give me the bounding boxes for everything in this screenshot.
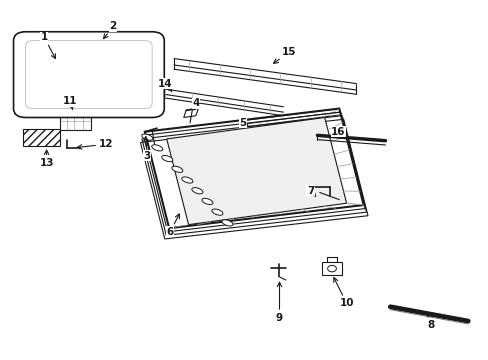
Text: 5: 5	[239, 118, 248, 128]
Text: 16: 16	[330, 127, 345, 138]
Text: 3: 3	[143, 136, 151, 161]
Text: 1: 1	[41, 32, 55, 59]
Text: 12: 12	[77, 139, 113, 149]
Polygon shape	[60, 113, 91, 130]
Ellipse shape	[151, 145, 163, 151]
Ellipse shape	[327, 265, 336, 272]
Polygon shape	[166, 117, 346, 225]
Text: 11: 11	[63, 96, 78, 110]
Text: 14: 14	[158, 78, 172, 91]
Ellipse shape	[222, 220, 233, 226]
Polygon shape	[144, 109, 363, 228]
Text: 6: 6	[166, 214, 179, 237]
Ellipse shape	[202, 198, 212, 204]
FancyBboxPatch shape	[26, 41, 152, 109]
Ellipse shape	[162, 156, 172, 162]
Bar	[23, 129, 60, 146]
Polygon shape	[322, 262, 341, 275]
Text: 10: 10	[333, 278, 353, 308]
Text: 2: 2	[103, 21, 117, 39]
Text: 9: 9	[275, 282, 283, 323]
Polygon shape	[60, 108, 99, 113]
Text: 7: 7	[306, 186, 315, 196]
Ellipse shape	[182, 177, 192, 183]
Text: 13: 13	[39, 150, 54, 168]
Ellipse shape	[191, 188, 203, 194]
Ellipse shape	[211, 209, 223, 215]
Text: 8: 8	[426, 312, 433, 330]
FancyBboxPatch shape	[14, 32, 164, 117]
Ellipse shape	[142, 134, 152, 140]
Text: 15: 15	[273, 47, 296, 63]
Ellipse shape	[171, 166, 183, 172]
Text: 4: 4	[192, 98, 199, 110]
